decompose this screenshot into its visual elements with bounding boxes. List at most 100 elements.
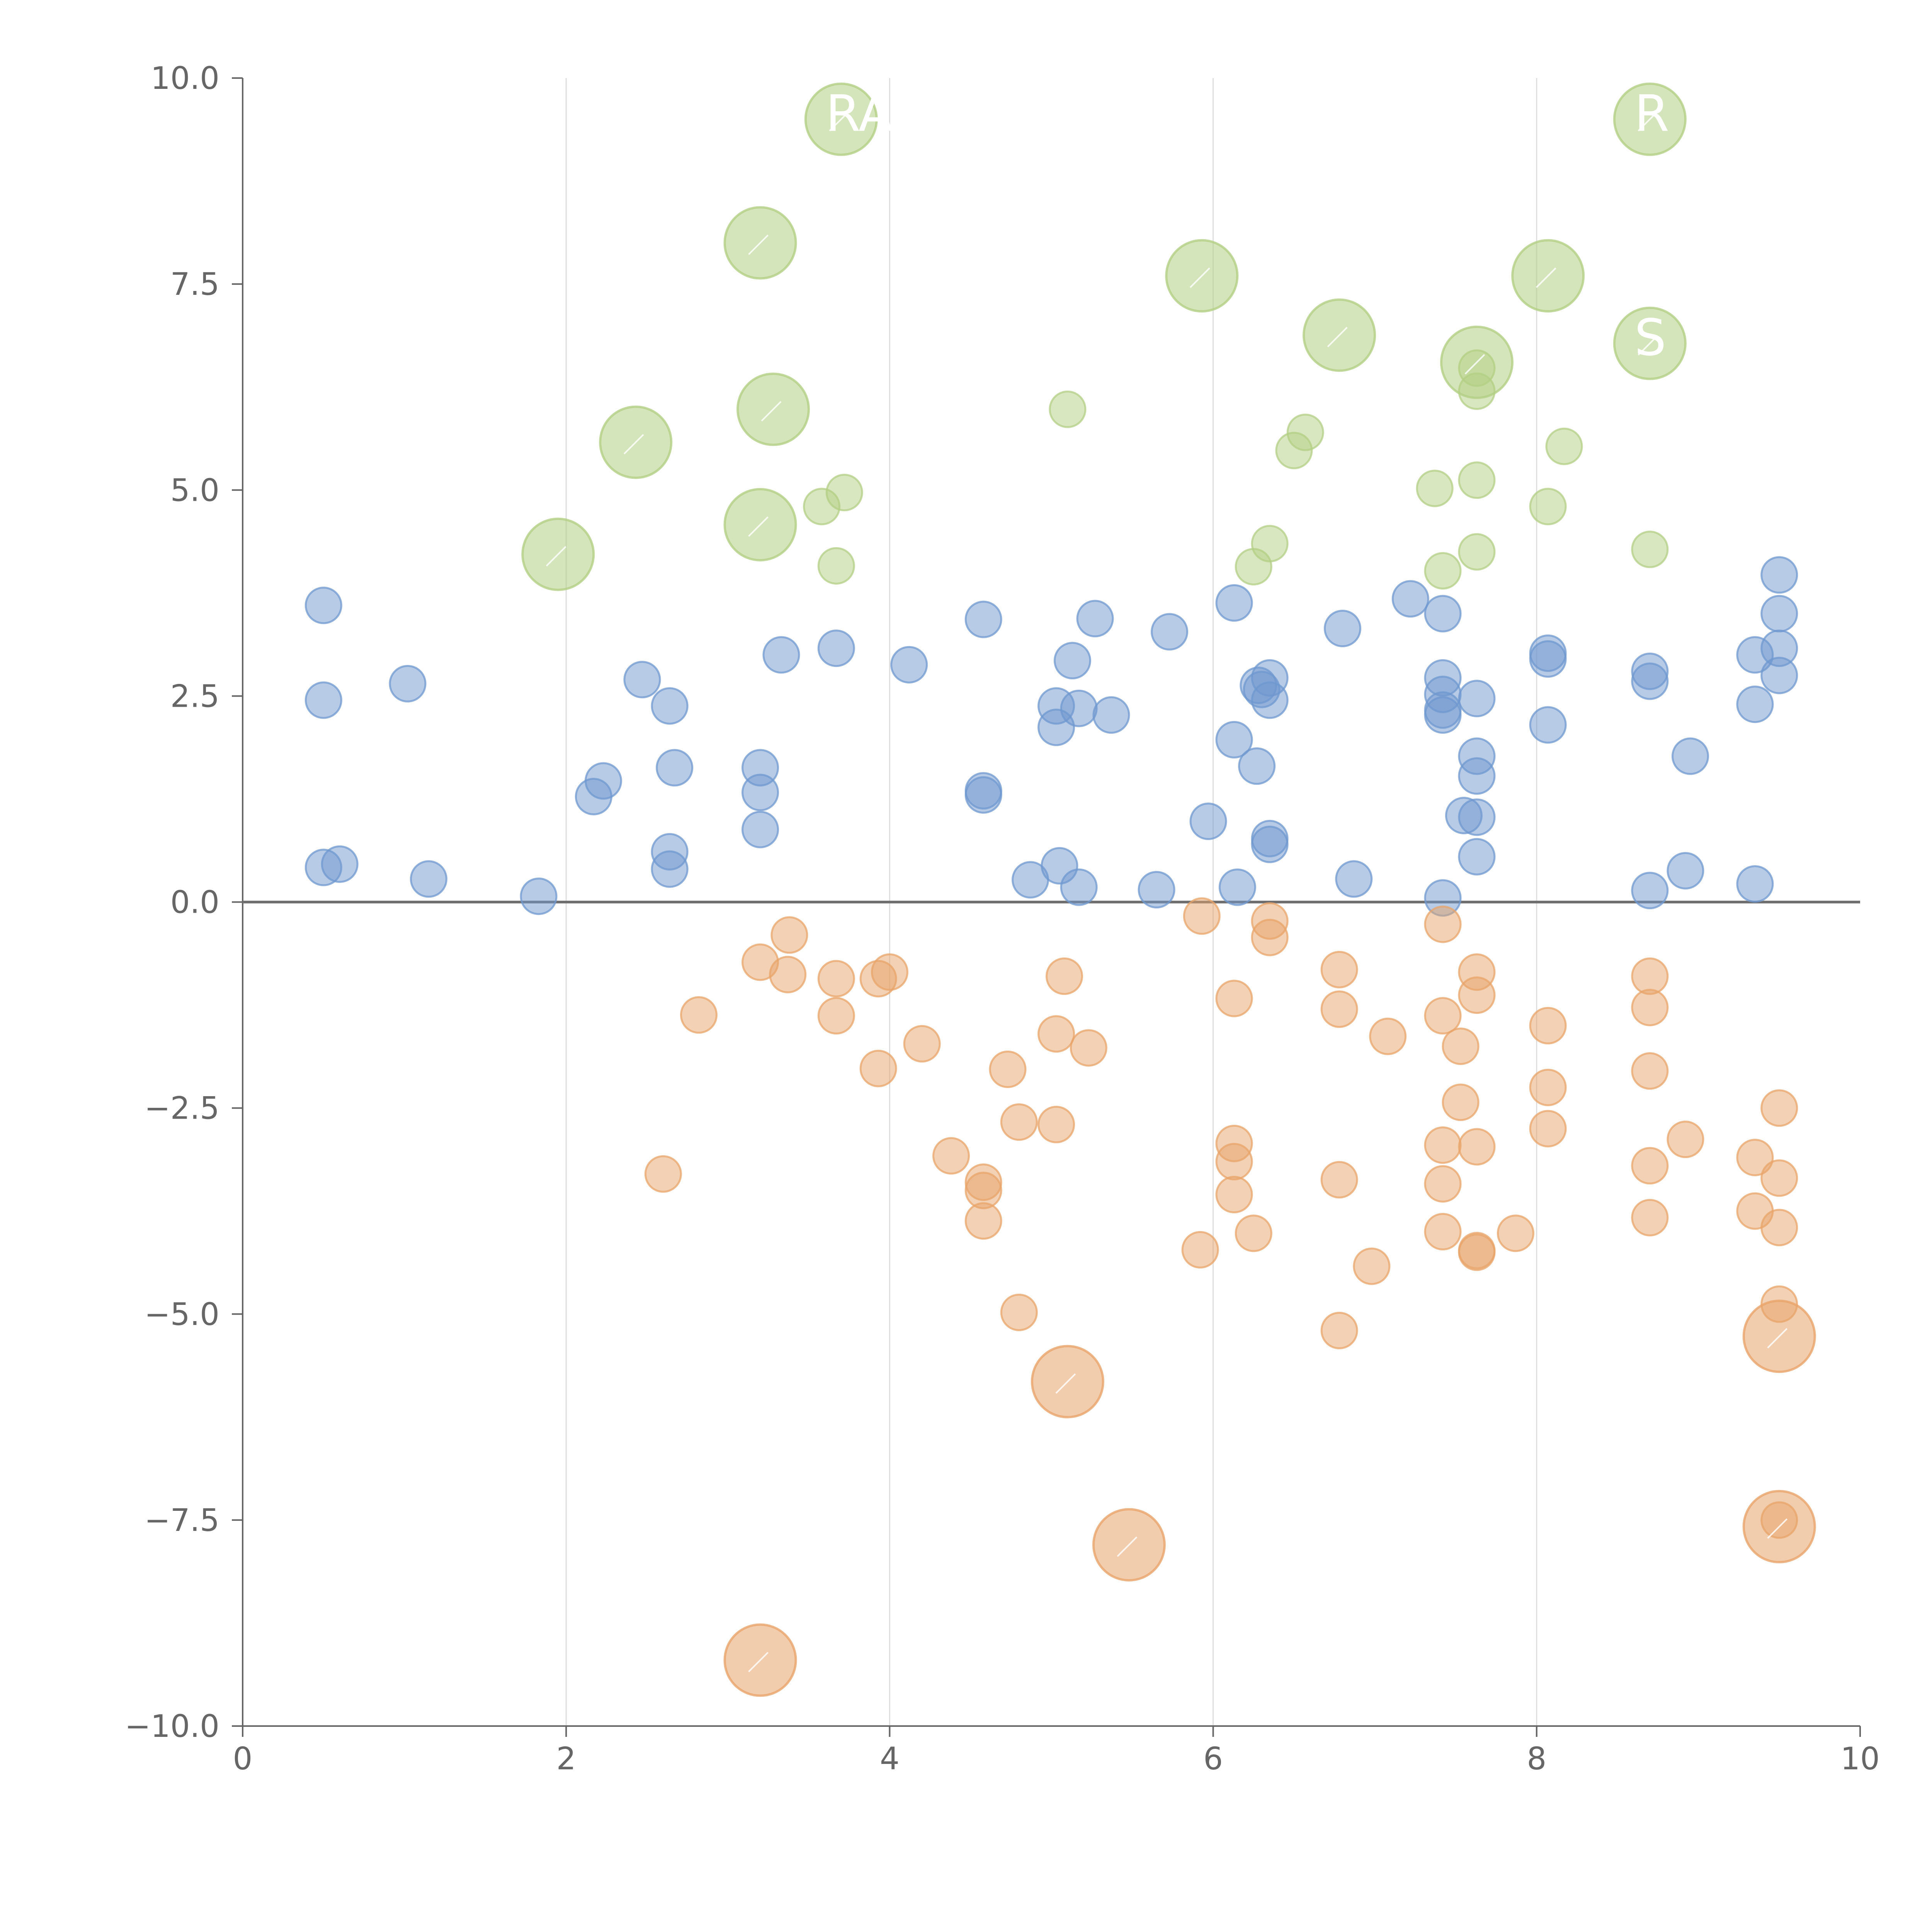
positive-data-point: [651, 687, 689, 725]
bubble-leader-line: [1327, 327, 1348, 347]
negative-data-point: [1736, 1139, 1774, 1177]
negative-data-point: [1369, 1017, 1407, 1055]
negative-data-point: [769, 956, 807, 993]
y-tick-label: 0.0: [170, 884, 219, 920]
bubble-leader-line: [546, 546, 566, 566]
negative-data-point: [817, 960, 855, 998]
axes: [242, 78, 1860, 1727]
bubble-label: S: [1634, 308, 1667, 367]
highlight-data-point: [1545, 427, 1583, 465]
negative-data-point: [1251, 918, 1289, 956]
bubble-leader-line: [1638, 111, 1658, 132]
highlight-data-point: [825, 474, 863, 512]
bubble-leader-line: [1767, 1328, 1788, 1349]
positive-data-point: [389, 665, 427, 702]
bubble-leader-line: [1767, 1518, 1788, 1539]
negative-data-point: [1760, 1089, 1798, 1127]
highlight-data-point: [1631, 531, 1669, 568]
negative-data-point: [1631, 1199, 1669, 1236]
negative-data-point: [1215, 980, 1253, 1017]
x-tick-label: 10: [1840, 1741, 1880, 1777]
positive-data-point: [1424, 595, 1462, 633]
negative-data-point: [1760, 1209, 1798, 1247]
negative-data-point: [1529, 1068, 1567, 1106]
positive-data-point: [321, 845, 359, 883]
bubble-leader-line: [1189, 267, 1210, 288]
highlight-data-point: [1458, 533, 1496, 571]
positive-data-point: [964, 776, 1002, 814]
positive-data-point: [1760, 595, 1798, 633]
negative-data-point: [1497, 1214, 1534, 1252]
positive-data-point: [410, 860, 447, 898]
x-tick-label: 8: [1527, 1741, 1546, 1777]
negative-data-point: [1045, 957, 1083, 995]
negative-data-point: [871, 953, 908, 991]
positive-data-point: [1215, 721, 1253, 759]
positive-data-point: [1238, 747, 1276, 785]
negative-data-point: [1320, 990, 1358, 1028]
highlight-data-point: [1286, 413, 1324, 451]
negative-data-point: [1529, 1007, 1567, 1044]
negative-data-point: [989, 1050, 1027, 1088]
bubble-labels: RA R S: [546, 84, 1788, 1672]
negative-data-point: [1235, 1214, 1272, 1252]
negative-data-point: [859, 1049, 897, 1087]
negative-data-point: [1667, 1121, 1704, 1158]
y-tick-label: 5.0: [170, 472, 219, 508]
positive-data-point: [1323, 610, 1361, 648]
negative-data-point: [1183, 897, 1221, 935]
negative-data-point: [1631, 988, 1669, 1026]
negative-data-point: [1631, 957, 1669, 995]
bubble-leader-line: [1055, 1373, 1076, 1394]
negative-data-point: [1424, 905, 1462, 943]
positive-data-point: [1251, 825, 1289, 863]
highlight-data-point: [1458, 461, 1496, 499]
positive-data-point: [1631, 872, 1669, 910]
negative-data-point: [1215, 1176, 1253, 1214]
negative-data-point: [1442, 1027, 1480, 1065]
positive-data-point: [1760, 556, 1798, 594]
positive-data-point: [1060, 868, 1098, 906]
positive-data-point: [1631, 662, 1669, 700]
negative-data-point: [1631, 1147, 1669, 1185]
positive-data-point: [304, 587, 342, 624]
negative-data-point: [1424, 1213, 1462, 1250]
negative-data-point: [1424, 1126, 1462, 1164]
positive-data-point: [1458, 680, 1496, 718]
negative-data-point: [1458, 1233, 1496, 1271]
positive-data-point: [1458, 757, 1496, 795]
bubble-leader-line: [748, 1651, 769, 1672]
x-tick-label: 0: [233, 1741, 253, 1777]
x-tick-label: 2: [556, 1741, 576, 1777]
positive-data-point: [1060, 689, 1098, 727]
positive-data-point: [1529, 640, 1567, 678]
negative-data-point: [1424, 1165, 1462, 1203]
y-tick-label: −7.5: [145, 1502, 219, 1538]
positive-data-point: [1218, 868, 1256, 906]
x-tick-label: 4: [880, 1741, 900, 1777]
positive-data-point: [623, 661, 661, 699]
tick-marks: 0 2 4 6 8 10 10.0 7.5 5.0 2.5 0.0 −2.5 −5.0 −7.5 −10.0: [125, 60, 1880, 1777]
positive-data-point: [1760, 656, 1798, 694]
positive-data-point: [656, 749, 694, 787]
negative-data-point: [1458, 976, 1496, 1014]
positive-data-point: [1529, 706, 1567, 744]
negative-data-point: [964, 1202, 1002, 1240]
positive-data-point: [651, 850, 689, 888]
negative-data-point: [1424, 997, 1462, 1035]
positive-data-point: [1671, 737, 1709, 775]
bubble-leader-line: [1536, 267, 1556, 288]
negative-data-point: [1037, 1105, 1075, 1143]
highlight-data-point: [1529, 488, 1567, 526]
positive-data-point: [1391, 580, 1429, 618]
negative-data-point: [1631, 1052, 1669, 1090]
bubble-leader-line: [829, 111, 850, 132]
bubble-leader-line: [623, 434, 644, 454]
positive-data-point: [1458, 838, 1496, 876]
negative-data-point: [1320, 951, 1358, 988]
bubble-label: RA: [826, 84, 893, 143]
highlight-data-point: [1424, 552, 1462, 590]
bubble-leader-line: [761, 401, 782, 422]
positive-data-point: [1151, 613, 1189, 651]
positive-data-point: [1335, 860, 1373, 898]
